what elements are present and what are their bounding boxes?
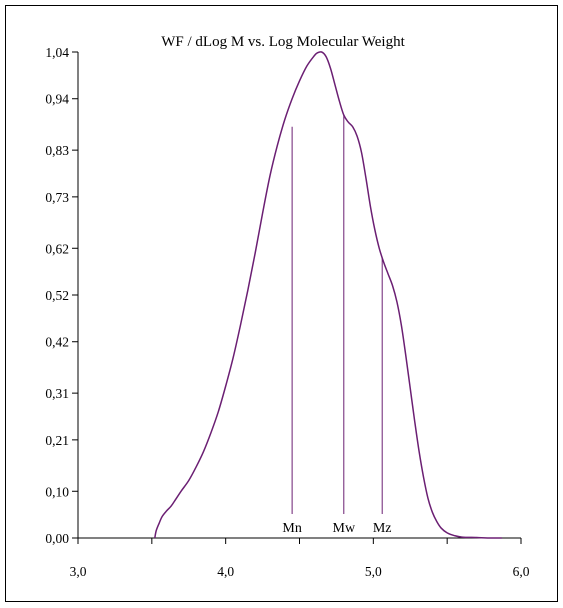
y-tick-label: 0,73	[45, 190, 69, 205]
y-tick-label: 0,62	[45, 241, 69, 256]
x-tick-label: 4,0	[217, 564, 234, 579]
axes: 0,00 0,10 0,21 0,31 0,42 0,52 0,62 0,73 0,83 0,94…	[45, 45, 529, 579]
y-tick-label: 0,83	[45, 143, 69, 158]
y-tick-label: 0,94	[45, 92, 69, 107]
molecular-weight-markers: Mn Mw Mz	[282, 115, 392, 536]
y-tick-label: 0,10	[45, 484, 69, 499]
x-tick-label: 6,0	[513, 564, 530, 579]
chart-frame	[5, 5, 558, 602]
y-tick-label: 0,42	[45, 335, 69, 350]
y-tick-label: 1,04	[45, 45, 69, 60]
x-tick-label: 3,0	[70, 564, 87, 579]
y-tick-label: 0,52	[45, 288, 69, 303]
chart-title: WF / dLog M vs. Log Molecular Weight	[161, 34, 405, 50]
y-tick-label: 0,31	[45, 386, 69, 401]
y-tick-label: 0,00	[45, 531, 69, 546]
curve-layer	[154, 51, 502, 539]
marker-label-mz: Mz	[373, 521, 392, 536]
x-tick-label: 5,0	[365, 564, 382, 579]
marker-label-mn: Mn	[282, 521, 301, 536]
marker-label-mw: Mw	[333, 521, 356, 536]
y-tick-label: 0,21	[45, 433, 69, 448]
series-line-0	[154, 51, 502, 539]
